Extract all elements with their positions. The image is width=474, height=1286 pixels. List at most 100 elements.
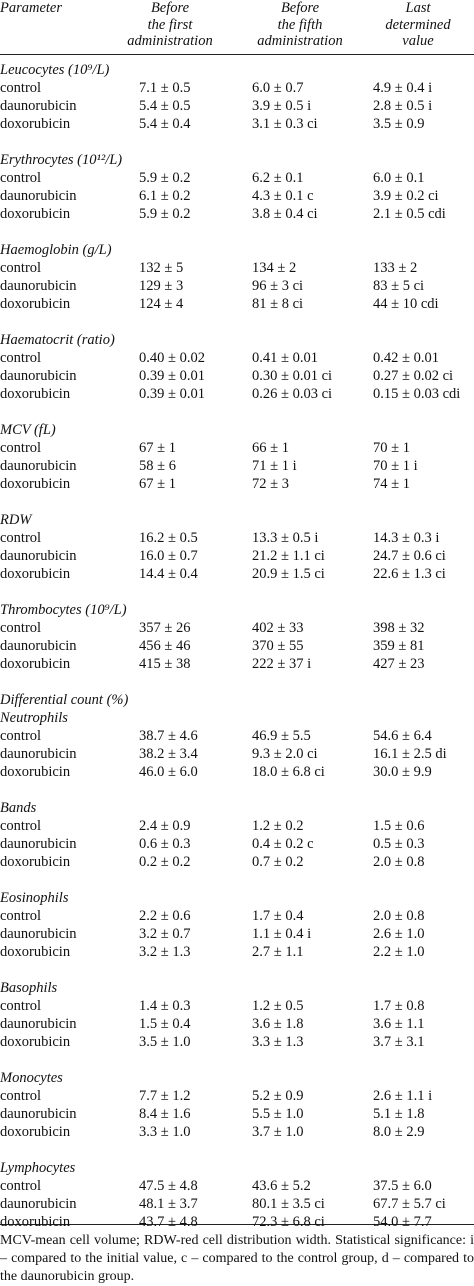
cell-value: 398 ± 32 <box>373 620 425 636</box>
section-title: Leucocytes (10⁹/L) <box>0 62 110 78</box>
row-label: daunorubicin <box>0 458 77 474</box>
cell-value: 43.7 ± 4.8 <box>139 1214 198 1230</box>
cell-value: 67 ± 1 <box>139 476 176 492</box>
row-label: doxorubicin <box>0 1124 71 1140</box>
group-title: Differential count (%) <box>0 692 129 708</box>
cell-value: 134 ± 2 <box>252 260 297 276</box>
row-label: control <box>0 998 42 1014</box>
row-label: doxorubicin <box>0 1214 71 1230</box>
cell-value: 43.6 ± 5.2 <box>252 1178 311 1194</box>
row-label: control <box>0 350 42 366</box>
cell-value: 13.3 ± 0.5 i <box>252 530 319 546</box>
cell-value: 5.1 ± 1.8 <box>373 1106 425 1122</box>
section-title: Thrombocytes (10⁹/L) <box>0 602 127 618</box>
column-header: Last <box>405 0 431 16</box>
cell-value: 7.7 ± 1.2 <box>139 1088 191 1104</box>
cell-value: 16.2 ± 0.5 <box>139 530 198 546</box>
section-title: MCV (fL) <box>0 422 56 438</box>
column-header: Before <box>150 0 190 16</box>
cell-value: 1.1 ± 0.4 i <box>252 926 312 942</box>
row-label: control <box>0 260 42 276</box>
cell-value: 70 ± 1 <box>373 440 410 456</box>
section-title: Eosinophils <box>0 890 69 906</box>
cell-value: 3.7 ± 3.1 <box>373 1034 425 1050</box>
row-label: doxorubicin <box>0 764 71 780</box>
cell-value: 2.6 ± 1.1 i <box>373 1088 433 1104</box>
cell-value: 0.30 ± 0.01 ci <box>252 368 333 384</box>
cell-value: 72 ± 3 <box>252 476 289 492</box>
cell-value: 54.0 ± 7.7 <box>373 1214 432 1230</box>
cell-value: 2.1 ± 0.5 cdi <box>373 206 446 222</box>
column-header: determined <box>385 16 451 33</box>
row-label: daunorubicin <box>0 188 77 204</box>
row-label: daunorubicin <box>0 1196 77 1212</box>
section-title: Basophils <box>0 980 58 996</box>
column-header: the fifth <box>277 16 323 33</box>
cell-value: 3.5 ± 0.9 <box>373 116 425 132</box>
cell-value: 9.3 ± 2.0 ci <box>252 746 318 762</box>
cell-value: 2.8 ± 0.5 i <box>373 98 433 114</box>
cell-value: 370 ± 55 <box>252 638 304 654</box>
cell-value: 6.2 ± 0.1 <box>252 170 304 186</box>
section-title: Neutrophils <box>0 710 68 726</box>
cell-value: 2.2 ± 1.0 <box>373 944 425 960</box>
cell-value: 6.0 ± 0.1 <box>373 170 425 186</box>
cell-value: 4.9 ± 0.4 i <box>373 80 433 96</box>
cell-value: 38.2 ± 3.4 <box>139 746 198 762</box>
cell-value: 96 ± 3 ci <box>252 278 304 294</box>
row-label: doxorubicin <box>0 566 71 582</box>
cell-value: 66 ± 1 <box>252 440 289 456</box>
cell-value: 0.7 ± 0.2 <box>252 854 304 870</box>
cell-value: 2.6 ± 1.0 <box>373 926 425 942</box>
cell-value: 5.2 ± 0.9 <box>252 1088 304 1104</box>
cell-value: 67 ± 1 <box>139 440 176 456</box>
cell-value: 20.9 ± 1.5 ci <box>252 566 325 582</box>
cell-value: 0.41 ± 0.01 <box>252 350 318 366</box>
cell-value: 1.5 ± 0.4 <box>139 1016 191 1032</box>
row-label: daunorubicin <box>0 368 77 384</box>
cell-value: 0.26 ± 0.03 ci <box>252 386 333 402</box>
cell-value: 30.0 ± 9.9 <box>373 764 432 780</box>
cell-value: 44 ± 10 cdi <box>373 296 439 312</box>
cell-value: 8.4 ± 1.6 <box>139 1106 191 1122</box>
cell-value: 6.0 ± 0.7 <box>252 80 304 96</box>
cell-value: 8.0 ± 2.9 <box>373 1124 425 1140</box>
row-label: daunorubicin <box>0 1106 77 1122</box>
cell-value: 18.0 ± 6.8 ci <box>252 764 325 780</box>
row-label: daunorubicin <box>0 98 77 114</box>
cell-value: 16.1 ± 2.5 di <box>373 746 447 762</box>
row-label: doxorubicin <box>0 1034 71 1050</box>
cell-value: 0.27 ± 0.02 ci <box>373 368 454 384</box>
section-title: Haematocrit (ratio) <box>0 332 115 348</box>
cell-value: 54.6 ± 6.4 <box>373 728 432 744</box>
row-label: control <box>0 80 42 96</box>
cell-value: 3.8 ± 0.4 ci <box>252 206 318 222</box>
cell-value: 129 ± 3 <box>139 278 184 294</box>
row-label: daunorubicin <box>0 926 77 942</box>
cell-value: 357 ± 26 <box>139 620 191 636</box>
header-parameter: Parameter <box>0 0 63 16</box>
row-label: daunorubicin <box>0 1016 77 1032</box>
cell-value: 80.1 ± 3.5 ci <box>252 1196 325 1212</box>
section-title: RDW <box>0 512 32 528</box>
cell-value: 2.4 ± 0.9 <box>139 818 191 834</box>
cell-value: 402 ± 33 <box>252 620 304 636</box>
cell-value: 1.7 ± 0.4 <box>252 908 304 924</box>
cell-value: 3.2 ± 0.7 <box>139 926 191 942</box>
row-label: control <box>0 818 42 834</box>
section-title: Erythrocytes (10¹²/L) <box>0 152 123 168</box>
cell-value: 415 ± 38 <box>139 656 191 672</box>
cell-value: 83 ± 5 ci <box>373 278 425 294</box>
column-header: Before <box>280 0 320 16</box>
section-title: Haemoglobin (g/L) <box>0 242 112 258</box>
column-header: the first <box>147 16 193 33</box>
cell-value: 0.39 ± 0.01 <box>139 368 205 384</box>
cell-value: 22.6 ± 1.3 ci <box>373 566 446 582</box>
row-label: control <box>0 728 42 744</box>
cell-value: 3.7 ± 1.0 <box>252 1124 304 1140</box>
bottom-rule <box>0 1224 474 1225</box>
row-label: doxorubicin <box>0 386 71 402</box>
cell-value: 5.9 ± 0.2 <box>139 170 191 186</box>
cell-value: 58 ± 6 <box>139 458 176 474</box>
cell-value: 2.0 ± 0.8 <box>373 908 425 924</box>
